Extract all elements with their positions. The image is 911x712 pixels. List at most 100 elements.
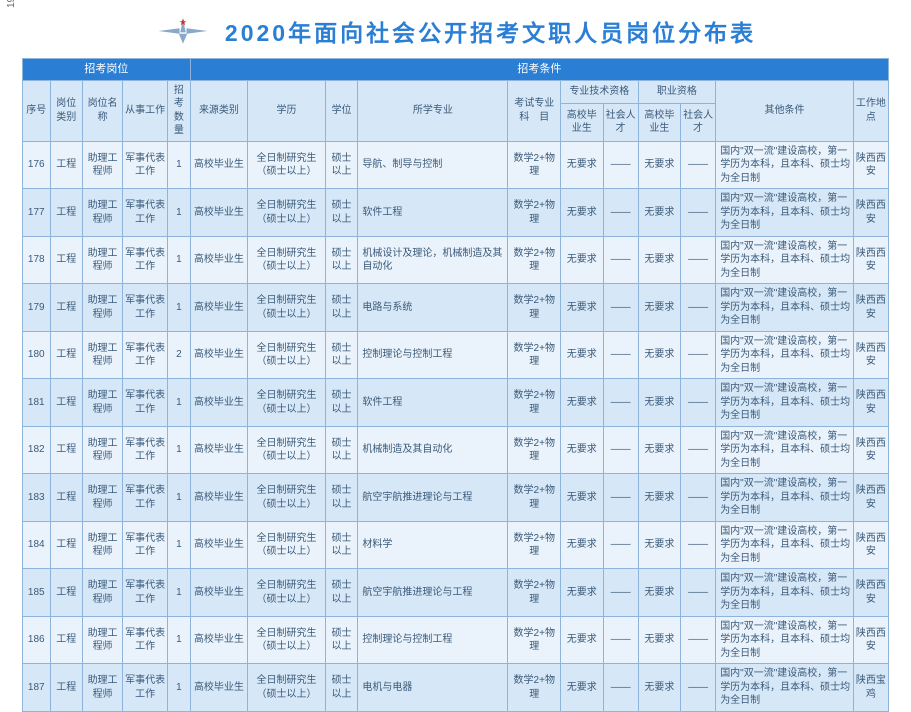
cell-other: 国内"双一流"建设高校，第一学历为本科，且本科、硕士均为全日制 xyxy=(716,616,854,664)
th-pro-social: 社会人才 xyxy=(603,103,638,141)
cell-education: 全日制研究生（硕士以上） xyxy=(248,141,326,189)
cell-location: 陕西西安 xyxy=(853,426,888,474)
cell-source: 高校毕业生 xyxy=(190,426,248,474)
cell-education: 全日制研究生（硕士以上） xyxy=(248,284,326,332)
cell-job-social: —— xyxy=(681,379,716,427)
cell-seq: 178 xyxy=(23,236,51,284)
cell-subject: 数学2+物理 xyxy=(508,569,561,617)
th-job-grad: 高校毕业生 xyxy=(638,103,681,141)
cell-pro-grad: 无要求 xyxy=(561,569,604,617)
cell-job-grad: 无要求 xyxy=(638,474,681,522)
cell-subject: 数学2+物理 xyxy=(508,331,561,379)
cell-seq: 185 xyxy=(23,569,51,617)
cell-pro-social: —— xyxy=(603,331,638,379)
cell-education: 全日制研究生（硕士以上） xyxy=(248,474,326,522)
cell-pro-grad: 无要求 xyxy=(561,331,604,379)
cell-cat: 工程 xyxy=(50,474,83,522)
table-row: 176工程助理工程师军事代表工作1高校毕业生全日制研究生（硕士以上）硕士以上导航… xyxy=(23,141,889,189)
cell-education: 全日制研究生（硕士以上） xyxy=(248,236,326,284)
cell-work: 军事代表工作 xyxy=(123,331,168,379)
cell-seq: 180 xyxy=(23,331,51,379)
cell-job-social: —— xyxy=(681,189,716,237)
cell-count: 1 xyxy=(168,141,191,189)
th-cat: 岗位类别 xyxy=(50,80,83,141)
cell-education: 全日制研究生（硕士以上） xyxy=(248,379,326,427)
cell-subject: 数学2+物理 xyxy=(508,236,561,284)
cell-job-social: —— xyxy=(681,236,716,284)
cell-education: 全日制研究生（硕士以上） xyxy=(248,189,326,237)
cell-pro-grad: 无要求 xyxy=(561,474,604,522)
cell-subject: 数学2+物理 xyxy=(508,189,561,237)
cell-pro-grad: 无要求 xyxy=(561,379,604,427)
cell-location: 陕西西安 xyxy=(853,331,888,379)
cell-location: 陕西西安 xyxy=(853,474,888,522)
cell-pro-grad: 无要求 xyxy=(561,426,604,474)
cell-job-social: —— xyxy=(681,616,716,664)
cell-work: 军事代表工作 xyxy=(123,664,168,712)
cell-other: 国内"双一流"建设高校，第一学历为本科，且本科、硕士均为全日制 xyxy=(716,521,854,569)
cell-count: 1 xyxy=(168,521,191,569)
cell-seq: 176 xyxy=(23,141,51,189)
cell-work: 军事代表工作 xyxy=(123,426,168,474)
cell-location: 陕西西安 xyxy=(853,379,888,427)
cell-name: 助理工程师 xyxy=(83,521,123,569)
table-body: 176工程助理工程师军事代表工作1高校毕业生全日制研究生（硕士以上）硕士以上导航… xyxy=(23,141,889,711)
cell-pro-grad: 无要求 xyxy=(561,521,604,569)
cell-seq: 181 xyxy=(23,379,51,427)
cell-education: 全日制研究生（硕士以上） xyxy=(248,521,326,569)
cell-subject: 数学2+物理 xyxy=(508,616,561,664)
cell-work: 军事代表工作 xyxy=(123,141,168,189)
cell-job-grad: 无要求 xyxy=(638,141,681,189)
cell-pro-social: —— xyxy=(603,664,638,712)
cell-degree: 硕士以上 xyxy=(325,189,358,237)
cell-subject: 数学2+物理 xyxy=(508,521,561,569)
cell-cat: 工程 xyxy=(50,236,83,284)
cell-cat: 工程 xyxy=(50,569,83,617)
cell-degree: 硕士以上 xyxy=(325,616,358,664)
th-group-position: 招考岗位 xyxy=(23,59,191,81)
cell-degree: 硕士以上 xyxy=(325,521,358,569)
cell-education: 全日制研究生（硕士以上） xyxy=(248,426,326,474)
cell-major: 航空宇航推进理论与工程 xyxy=(358,569,508,617)
cell-seq: 186 xyxy=(23,616,51,664)
cell-other: 国内"双一流"建设高校，第一学历为本科，且本科、硕士均为全日制 xyxy=(716,141,854,189)
cell-count: 1 xyxy=(168,426,191,474)
cell-source: 高校毕业生 xyxy=(190,284,248,332)
th-subject: 考试专业科 目 xyxy=(508,80,561,141)
cell-location: 陕西宝鸡 xyxy=(853,664,888,712)
cell-job-social: —— xyxy=(681,521,716,569)
positions-table: 招考岗位 招考条件 序号 岗位类别 岗位名称 从事工作 招考数量 来源类别 学历… xyxy=(22,58,889,712)
cell-cat: 工程 xyxy=(50,616,83,664)
cell-job-grad: 无要求 xyxy=(638,521,681,569)
cell-job-grad: 无要求 xyxy=(638,189,681,237)
cell-location: 陕西西安 xyxy=(853,236,888,284)
cell-source: 高校毕业生 xyxy=(190,616,248,664)
cell-job-grad: 无要求 xyxy=(638,236,681,284)
th-work: 从事工作 xyxy=(123,80,168,141)
cell-count: 1 xyxy=(168,616,191,664)
cell-cat: 工程 xyxy=(50,141,83,189)
cell-job-grad: 无要求 xyxy=(638,331,681,379)
cell-pro-grad: 无要求 xyxy=(561,189,604,237)
cell-cat: 工程 xyxy=(50,331,83,379)
th-group-condition: 招考条件 xyxy=(190,59,888,81)
cell-pro-grad: 无要求 xyxy=(561,236,604,284)
cell-job-grad: 无要求 xyxy=(638,569,681,617)
cell-subject: 数学2+物理 xyxy=(508,379,561,427)
th-count: 招考数量 xyxy=(168,80,191,141)
table-row: 186工程助理工程师军事代表工作1高校毕业生全日制研究生（硕士以上）硕士以上控制… xyxy=(23,616,889,664)
cell-count: 1 xyxy=(168,284,191,332)
cell-subject: 数学2+物理 xyxy=(508,141,561,189)
cell-major: 电机与电器 xyxy=(358,664,508,712)
cell-work: 军事代表工作 xyxy=(123,236,168,284)
cell-major: 材料学 xyxy=(358,521,508,569)
cell-degree: 硕士以上 xyxy=(325,141,358,189)
cell-name: 助理工程师 xyxy=(83,189,123,237)
cell-name: 助理工程师 xyxy=(83,474,123,522)
cell-pro-grad: 无要求 xyxy=(561,664,604,712)
cell-count: 1 xyxy=(168,664,191,712)
cell-pro-social: —— xyxy=(603,569,638,617)
cell-work: 军事代表工作 xyxy=(123,284,168,332)
cell-education: 全日制研究生（硕士以上） xyxy=(248,569,326,617)
cell-source: 高校毕业生 xyxy=(190,331,248,379)
